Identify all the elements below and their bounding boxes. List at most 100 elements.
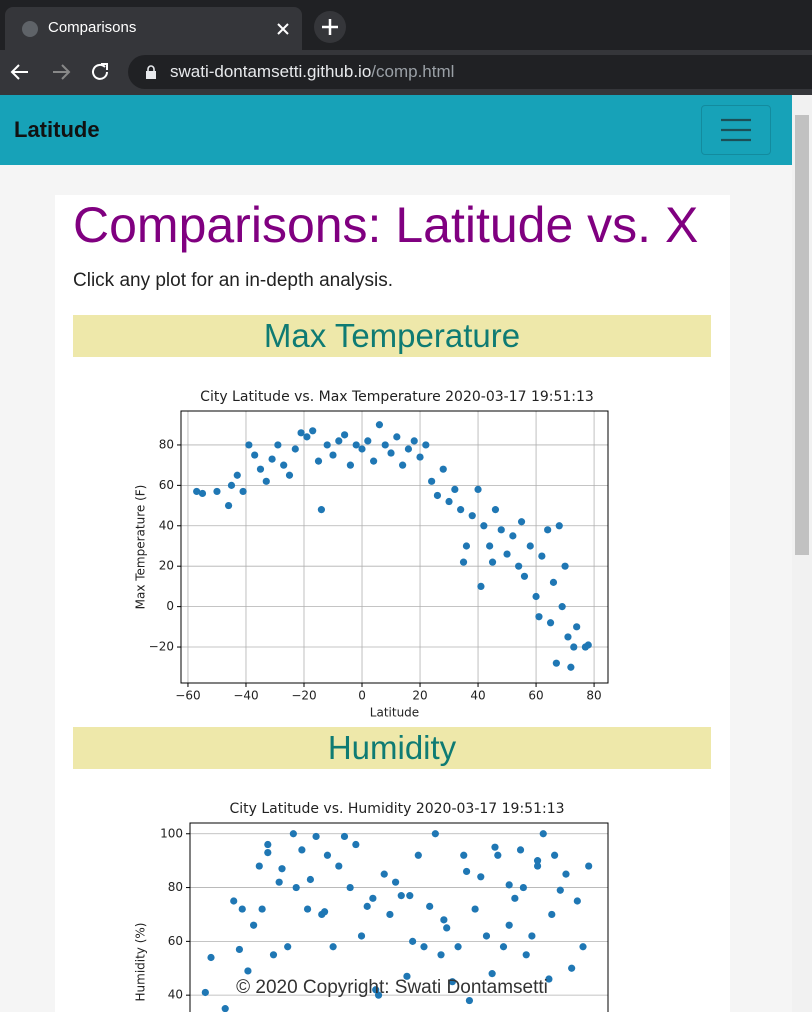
point	[552, 659, 560, 667]
point	[549, 578, 558, 586]
point	[291, 445, 299, 453]
point	[352, 840, 360, 849]
nav-buttons[interactable]	[0, 50, 110, 95]
point	[491, 843, 499, 851]
point	[491, 506, 500, 514]
url-host: swati-dontamsetti.github.io	[170, 62, 372, 81]
point	[546, 619, 555, 627]
point	[213, 487, 221, 496]
point	[539, 830, 547, 838]
point	[431, 830, 439, 838]
point	[251, 451, 259, 459]
point	[264, 840, 272, 849]
point	[443, 924, 451, 932]
point	[274, 441, 282, 449]
point	[422, 441, 430, 449]
point	[309, 427, 317, 435]
chart[interactable]: −60 −40 −20 0 20 40 60 80 −20 0 20 40 60 80 City Latit…	[120, 380, 640, 720]
point	[462, 867, 471, 876]
point	[386, 910, 394, 919]
point	[499, 943, 508, 951]
point	[584, 641, 592, 649]
point	[482, 932, 491, 940]
point	[363, 902, 371, 910]
x-tick-label: 0	[358, 689, 366, 703]
section-title: Max Temperature	[73, 315, 711, 357]
point	[454, 943, 462, 951]
plot-area	[181, 411, 608, 683]
tab[interactable]: Comparisons	[5, 7, 302, 50]
point	[410, 437, 418, 445]
chart-title: City Latitude vs. Humidity 2020-03-17 19…	[229, 801, 564, 817]
point	[230, 897, 238, 905]
scrollbar[interactable]	[792, 95, 812, 1012]
x-tick-label: 20	[412, 689, 427, 703]
y-tick-label: −20	[149, 640, 174, 654]
point	[258, 905, 266, 913]
address-bar[interactable]: swati-dontamsetti.github.io/comp.html	[128, 55, 812, 89]
plot-frame	[180, 410, 609, 684]
point	[380, 870, 388, 878]
tab-icon	[22, 21, 38, 37]
brand[interactable]: Latitude	[14, 117, 100, 142]
y-tick-label: 0	[166, 599, 174, 613]
browser-chrome: Comparisons swati-dontamsetti.github.io/…	[0, 0, 812, 95]
point	[289, 830, 297, 838]
point	[284, 943, 292, 951]
plot-frame	[189, 822, 609, 1012]
point	[317, 506, 325, 514]
y-tick-label: 40	[159, 518, 174, 532]
section-title: Humidity	[73, 727, 711, 769]
y-tick-label: 60	[168, 934, 183, 948]
point	[573, 897, 581, 905]
point	[233, 471, 241, 479]
point	[437, 951, 445, 959]
scroll-thumb[interactable]	[795, 115, 809, 555]
point	[256, 465, 265, 473]
point	[374, 991, 383, 999]
point	[480, 522, 488, 530]
point	[358, 445, 366, 453]
point	[420, 943, 428, 951]
point	[468, 512, 476, 520]
point	[245, 441, 253, 449]
tab-close[interactable]	[276, 22, 290, 36]
point	[244, 967, 252, 975]
point	[561, 562, 569, 570]
point	[517, 518, 526, 526]
menu-toggle[interactable]	[701, 105, 771, 155]
point	[505, 881, 513, 889]
x-tick-label: 40	[470, 689, 485, 703]
point	[403, 972, 411, 980]
point	[558, 603, 566, 611]
point	[426, 902, 434, 910]
point	[303, 433, 311, 441]
point	[381, 441, 389, 449]
point	[357, 932, 366, 940]
point	[528, 932, 536, 940]
point	[503, 550, 511, 558]
point	[239, 487, 247, 496]
point	[404, 445, 413, 453]
point	[399, 461, 407, 469]
toolbar: swati-dontamsetti.github.io/comp.html	[0, 50, 812, 95]
lock-icon	[146, 65, 156, 79]
point	[556, 886, 564, 894]
new-tab[interactable]	[314, 11, 346, 43]
point	[201, 988, 209, 997]
point	[474, 485, 482, 494]
point	[579, 943, 587, 951]
point	[562, 870, 570, 878]
point	[397, 892, 405, 900]
point	[433, 491, 442, 500]
point	[548, 910, 556, 919]
point	[346, 461, 355, 469]
point	[414, 851, 422, 859]
chart[interactable]: 40 60 80 100 City Latitude vs. Humidity 2020…	[120, 795, 640, 1012]
point	[268, 455, 276, 463]
point	[335, 862, 343, 870]
point	[570, 643, 578, 651]
point	[477, 582, 485, 591]
x-tick-label: 80	[586, 689, 601, 703]
point	[505, 921, 513, 929]
